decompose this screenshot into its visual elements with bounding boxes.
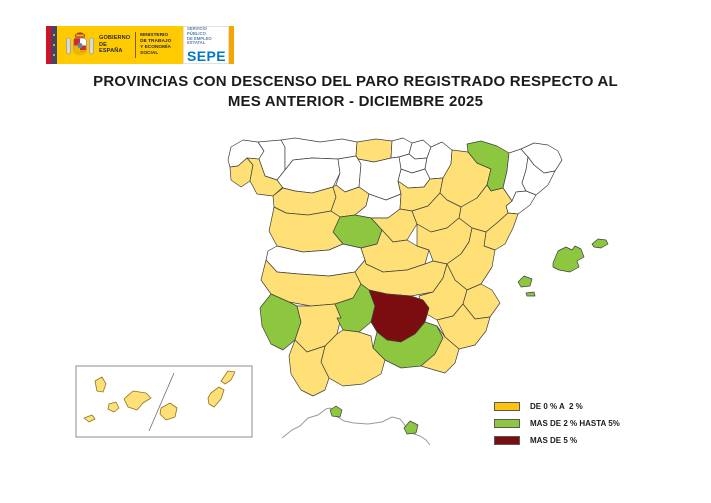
island-lanzarote (220, 370, 236, 385)
legend-label-mid: MAS DE 2 % HASTA 5% (530, 419, 620, 428)
island-tenerife (123, 390, 152, 411)
province-menorca (591, 238, 609, 249)
gobierno-text: GOBIERNO DE ESPAÑA (99, 35, 130, 54)
island-fuerteventura (207, 386, 225, 408)
province-melilla (403, 420, 419, 435)
ministerio-line2: DE TRABAJO (140, 39, 172, 45)
province-palencia (335, 155, 362, 193)
flag-red-bar (46, 26, 51, 64)
legend-row-low: DE 0 % A 2 % (494, 398, 620, 415)
coat-of-arms-icon (66, 32, 94, 56)
province-mallorca (552, 245, 585, 273)
legend-swatch-low (494, 402, 520, 411)
province-cadiz (288, 339, 330, 397)
sepe-logo: SERVICIO PÚBLICO DE EMPLEO ESTATAL SEPE (183, 26, 229, 64)
ministerio-text: MINISTERIO DE TRABAJO Y ECONOMÍA SOCIAL (140, 33, 183, 56)
title-line2: MES ANTERIOR - DICIEMBRE 2025 (227, 93, 484, 110)
sepe-service-line1: SERVICIO PÚBLICO (187, 25, 207, 36)
page-title: PROVINCIAS CON DESCENSO DEL PARO REGISTR… (0, 72, 711, 112)
island-el-hierro (83, 414, 96, 423)
legend-swatch-high (494, 436, 520, 445)
island-la-gomera (107, 401, 120, 413)
island-gran-canaria (159, 402, 178, 421)
flag-navy-bar (51, 26, 57, 64)
gobierno-line1: GOBIERNO (99, 35, 131, 42)
province-cantabria (355, 138, 393, 163)
sepe-service-line2: DE EMPLEO ESTATAL (187, 35, 212, 46)
sepe-acronym: SEPE (187, 48, 226, 65)
province-huelva (259, 293, 302, 351)
province-almeria (420, 325, 460, 374)
legend-row-mid: MAS DE 2 % HASTA 5% (494, 415, 620, 432)
logo-yellow-strip: GOBIERNO DE ESPAÑA MINISTERIO DE TRABAJO… (57, 26, 183, 64)
province-formentera (525, 291, 536, 297)
map-legend: DE 0 % A 2 % MAS DE 2 % HASTA 5% MAS DE … (494, 398, 620, 449)
legend-swatch-mid (494, 419, 520, 428)
title-line1: PROVINCIAS CON DESCENSO DEL PARO REGISTR… (93, 73, 618, 90)
canary-inset-divider (148, 372, 175, 432)
logo-divider (135, 32, 137, 58)
province-murcia (436, 303, 491, 350)
province-ceuta (329, 405, 343, 418)
province-ourense (246, 157, 284, 197)
legend-row-high: MAS DE 5 % (494, 432, 620, 449)
ministerio-line3: Y ECONOMÍA SOCIAL (140, 45, 171, 56)
island-la-palma (94, 376, 107, 393)
legend-label-high: MAS DE 5 % (530, 436, 578, 445)
legend-label-low: DE 0 % A 2 % (530, 402, 583, 411)
ministerio-line1: MINISTERIO (140, 33, 169, 39)
logo-end-bar (229, 26, 234, 64)
canary-inset-box (75, 365, 253, 438)
government-logo: GOBIERNO DE ESPAÑA MINISTERIO DE TRABAJO… (46, 26, 234, 64)
province-ibiza (517, 275, 533, 288)
gobierno-line2: DE ESPAÑA (99, 41, 123, 55)
